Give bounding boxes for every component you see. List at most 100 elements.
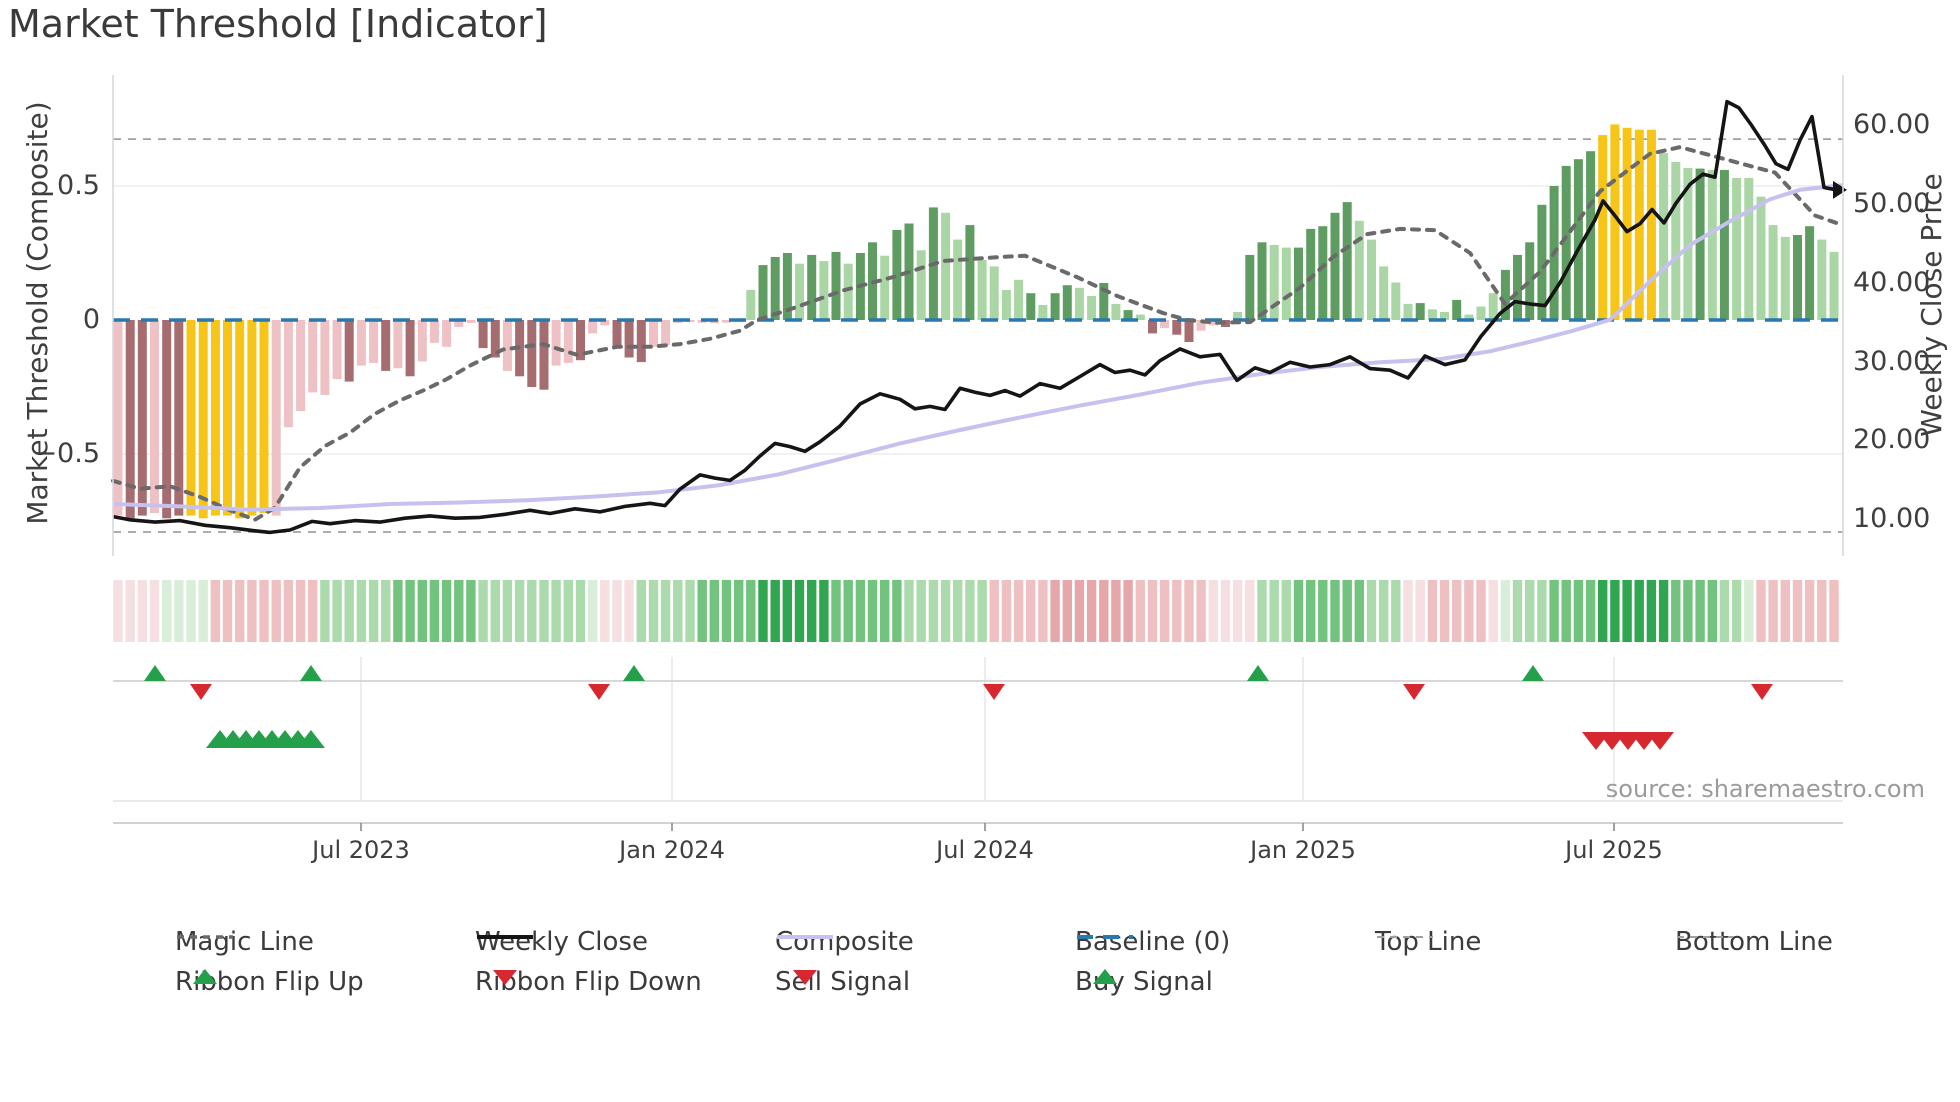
threshold-bar [795, 263, 804, 320]
ribbon-cell [1707, 580, 1717, 642]
ribbon-cell [1500, 580, 1511, 642]
ribbon-cell [283, 580, 294, 642]
ribbon-cell [1573, 580, 1584, 642]
ribbon-cell [989, 580, 999, 642]
ribbon-cell [1598, 580, 1608, 642]
ribbon-cell [1537, 580, 1547, 642]
ribbon-cell [1792, 580, 1803, 642]
ribbon-cell [1695, 580, 1705, 642]
legend-item-bottom-line: Bottom Line [1675, 926, 1833, 958]
ribbon-cell [563, 580, 573, 642]
ribbon-cell [381, 580, 391, 642]
ribbon-flip-up-marker [1522, 665, 1544, 681]
legend-item-ribbon-flip-down: Ribbon Flip Down [475, 966, 702, 998]
threshold-bar [210, 320, 220, 516]
threshold-bar [320, 320, 330, 395]
ribbon-cell [186, 580, 196, 642]
line-swatch-icon [777, 935, 833, 939]
threshold-bar [1780, 236, 1790, 320]
ribbon-cell [1512, 580, 1523, 642]
ribbon-cell [758, 580, 768, 642]
ribbon-cell [721, 580, 732, 642]
line-swatch-icon [1377, 936, 1433, 938]
ribbon-cell [368, 580, 379, 642]
ribbon-cell [673, 580, 683, 642]
ribbon-cell [746, 580, 756, 642]
threshold-bar [429, 320, 439, 343]
y-right-tick-label: 60.00 [1853, 109, 1931, 141]
ribbon-cell [1683, 580, 1693, 642]
threshold-bar [393, 320, 403, 369]
ribbon-cell [709, 580, 719, 642]
ribbon-cell [1257, 580, 1267, 642]
ribbon-cell [636, 580, 646, 642]
ribbon-cell [454, 580, 464, 642]
ribbon-cell [271, 580, 281, 642]
legend-item-composite: Composite [775, 926, 914, 958]
threshold-bar [563, 320, 573, 363]
ribbon-cell [819, 580, 829, 642]
ribbon-cell [1658, 580, 1669, 642]
line-swatch-icon [1077, 935, 1133, 939]
threshold-bar [247, 320, 257, 516]
ribbon-cell [916, 580, 926, 642]
ribbon-cell [405, 580, 415, 642]
ribbon-cell [940, 580, 951, 642]
threshold-bar [1074, 287, 1084, 320]
threshold-bar [162, 320, 172, 519]
ribbon-cell [807, 580, 817, 642]
ribbon-cell [1646, 580, 1657, 642]
threshold-bar [1488, 293, 1498, 320]
threshold-bar [1817, 239, 1827, 320]
ribbon-cell [1342, 580, 1352, 642]
ribbon-cell [1488, 580, 1498, 642]
threshold-bar [1379, 266, 1389, 320]
ribbon-cell [1744, 580, 1754, 642]
threshold-bar [1245, 254, 1255, 320]
ribbon-cell [1366, 580, 1377, 642]
threshold-bar [1805, 226, 1815, 320]
x-tick-label: Jul 2023 [312, 836, 410, 864]
y-right-tick-label: 30.00 [1853, 345, 1931, 377]
ribbon-cell [612, 580, 622, 642]
threshold-bar [296, 320, 306, 412]
threshold-bar [1172, 320, 1182, 335]
y-right-tick-label: 20.00 [1853, 424, 1931, 456]
threshold-bar [1561, 165, 1571, 320]
threshold-bar [1598, 135, 1608, 320]
ribbon-cell [137, 580, 147, 642]
y-left-tick-label: −0.5 [34, 438, 100, 469]
ribbon-flip-down-marker [983, 684, 1005, 700]
ribbon-cell [198, 580, 208, 642]
threshold-bar [770, 257, 780, 320]
ribbon-cell [210, 580, 221, 642]
threshold-bar [1038, 305, 1048, 320]
threshold-bar [1452, 299, 1462, 320]
ribbon-cell [332, 580, 342, 642]
threshold-bar [1586, 151, 1596, 320]
ribbon-cell [502, 580, 513, 642]
threshold-bar [636, 320, 646, 363]
threshold-bar [466, 320, 476, 323]
page-title: Market Threshold [Indicator] [8, 2, 548, 46]
y-left-tick-label: 0.5 [57, 170, 100, 201]
threshold-bar [1573, 159, 1583, 320]
ribbon-cell [1403, 580, 1413, 642]
y-right-tick-label: 10.00 [1853, 503, 1931, 534]
ribbon-cell [1123, 580, 1133, 642]
ribbon-cell [1038, 580, 1048, 642]
threshold-bar [1646, 129, 1656, 320]
threshold-bar [186, 320, 196, 516]
threshold-bar [1500, 269, 1510, 320]
ribbon-cell [1111, 580, 1121, 642]
threshold-bar [356, 320, 366, 366]
ribbon-cell [1379, 580, 1389, 642]
threshold-bar [782, 253, 792, 320]
ribbon-cell [648, 580, 659, 642]
threshold-bar [1233, 312, 1243, 320]
threshold-bar [965, 225, 975, 320]
ribbon-cell [1196, 580, 1206, 642]
legend-item-weekly-close: Weekly Close [475, 926, 648, 958]
threshold-bar [381, 320, 391, 371]
